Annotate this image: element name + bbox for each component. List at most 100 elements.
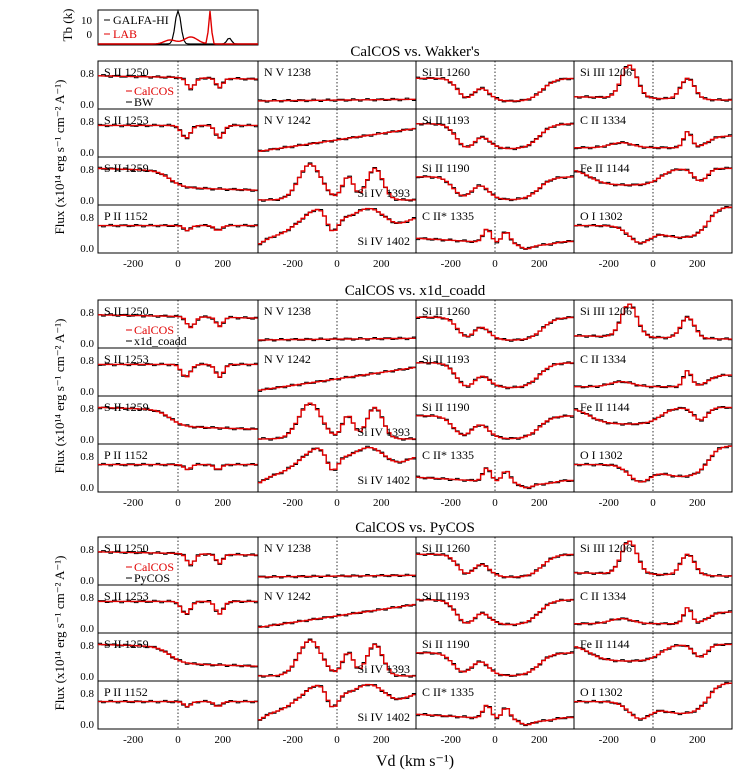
x-tick-label: 0 bbox=[334, 734, 340, 746]
series-line-calcos bbox=[574, 370, 732, 388]
series-line-calcos bbox=[258, 127, 416, 152]
panel-label: S II 1259 bbox=[104, 400, 149, 414]
panel-label: Si IV 1393 bbox=[358, 425, 410, 439]
series-line-calcos bbox=[574, 167, 732, 186]
panel-label: Si III 1206 bbox=[580, 304, 632, 318]
series-line-calcos bbox=[574, 64, 732, 101]
panel-label: N V 1238 bbox=[264, 304, 311, 318]
series-line-calcos bbox=[416, 467, 574, 489]
panel-label: N V 1242 bbox=[264, 589, 311, 603]
panel-label: C II* 1335 bbox=[422, 685, 474, 699]
y-tick-label: 0.0 bbox=[80, 99, 94, 111]
legend-comparison: PyCOS bbox=[134, 571, 170, 585]
panel-label: Si IV 1393 bbox=[358, 186, 410, 200]
series-line-calcos bbox=[416, 553, 574, 578]
y-axis-label: Flux (x10¹⁴ erg s⁻¹ cm⁻² A⁻¹) bbox=[52, 80, 67, 235]
y-tick-label: 0.8 bbox=[80, 164, 94, 176]
x-tick-label: -200 bbox=[441, 258, 462, 270]
series-line-calcos bbox=[416, 176, 574, 201]
x-axis-label: Vd (km s⁻¹) bbox=[376, 753, 454, 770]
x-tick-label: 200 bbox=[531, 734, 548, 746]
series-line-calcos bbox=[574, 406, 732, 425]
series-line-calcos bbox=[98, 643, 258, 667]
panel-label: S II 1253 bbox=[104, 589, 149, 603]
x-tick-label: -200 bbox=[283, 258, 304, 270]
x-tick-label: -200 bbox=[123, 497, 144, 509]
legend-comparison: BW bbox=[134, 95, 154, 109]
series-line-calcos bbox=[574, 607, 732, 625]
panel-label: S II 1250 bbox=[104, 304, 149, 318]
x-tick-label: -200 bbox=[283, 497, 304, 509]
x-tick-label: -200 bbox=[599, 734, 620, 746]
y-tick-label: 0.0 bbox=[80, 147, 94, 159]
series-line-calcos bbox=[258, 683, 416, 721]
panel-label: N V 1242 bbox=[264, 113, 311, 127]
series-line-calcos bbox=[98, 700, 258, 708]
top-panel-legend-galfa: GALFA-HI bbox=[113, 13, 169, 27]
x-tick-label: -200 bbox=[123, 734, 144, 746]
y-tick-label: 0.8 bbox=[80, 68, 94, 80]
panel-label: S II 1250 bbox=[104, 65, 149, 79]
x-tick-label: 0 bbox=[175, 497, 181, 509]
top-panel-ytick: 0 bbox=[87, 29, 93, 41]
panel-label: Si III 1206 bbox=[580, 541, 632, 555]
y-tick-label: 0.8 bbox=[80, 544, 94, 556]
y-tick-label: 0.0 bbox=[80, 243, 94, 255]
x-tick-label: 200 bbox=[373, 258, 390, 270]
y-tick-label: 0.0 bbox=[80, 719, 94, 731]
series-line-calcos bbox=[258, 639, 416, 677]
legend-calcos: CalCOS bbox=[134, 323, 174, 337]
panel-label: C II* 1335 bbox=[422, 209, 474, 223]
legend-comparison: x1d_coadd bbox=[134, 334, 187, 348]
panel-label: C II 1334 bbox=[580, 589, 626, 603]
y-axis-label: Flux (x10¹⁴ erg s⁻¹ cm⁻² A⁻¹) bbox=[52, 556, 67, 711]
legend-calcos: CalCOS bbox=[134, 84, 174, 98]
x-tick-label: 0 bbox=[492, 497, 498, 509]
y-tick-label: 0.8 bbox=[80, 212, 94, 224]
panel-label: N V 1238 bbox=[264, 65, 311, 79]
y-tick-label: 0.8 bbox=[80, 640, 94, 652]
x-tick-label: 200 bbox=[689, 497, 706, 509]
y-tick-label: 0.8 bbox=[80, 355, 94, 367]
panel-label: Si IV 1393 bbox=[358, 662, 410, 676]
series-line-calcos bbox=[574, 206, 732, 244]
panel-label: Fe II 1144 bbox=[580, 400, 630, 414]
series-line-calcos bbox=[416, 415, 574, 440]
x-tick-label: 200 bbox=[689, 734, 706, 746]
series-line-calcos bbox=[574, 131, 732, 149]
panel-label: Si II 1190 bbox=[422, 637, 470, 651]
panel-label: P II 1152 bbox=[104, 448, 148, 462]
y-tick-label: 0.0 bbox=[80, 623, 94, 635]
y-tick-label: 0.8 bbox=[80, 592, 94, 604]
panel-label: Fe II 1144 bbox=[580, 637, 630, 651]
series-line-calcos bbox=[416, 77, 574, 102]
y-tick-label: 0.0 bbox=[80, 575, 94, 587]
x-tick-label: 0 bbox=[175, 258, 181, 270]
series-line-calcos bbox=[98, 167, 258, 191]
panel-label: Si II 1260 bbox=[422, 304, 470, 318]
series-line-calcos bbox=[574, 643, 732, 662]
series-line-calcos bbox=[416, 123, 574, 150]
panel-label: P II 1152 bbox=[104, 209, 148, 223]
series-line-calcos bbox=[416, 704, 574, 726]
series-line-calcos bbox=[574, 445, 732, 483]
legend-calcos: CalCOS bbox=[134, 560, 174, 574]
series-line-calcos bbox=[416, 652, 574, 677]
panel-label: S II 1259 bbox=[104, 637, 149, 651]
series-line-calcos bbox=[98, 75, 258, 90]
group-title: CalCOS vs. PyCOS bbox=[355, 520, 475, 536]
panel-label: Si IV 1402 bbox=[358, 710, 410, 724]
x-tick-label: -200 bbox=[441, 497, 462, 509]
y-axis-label: Flux (x10¹⁴ erg s⁻¹ cm⁻² A⁻¹) bbox=[52, 319, 67, 474]
panel-label: Si II 1193 bbox=[422, 352, 470, 366]
y-tick-label: 0.0 bbox=[80, 386, 94, 398]
series-line-comparison bbox=[574, 65, 732, 102]
panel-label: Fe II 1144 bbox=[580, 161, 630, 175]
panel-label: Si II 1193 bbox=[422, 589, 470, 603]
panel-label: Si II 1190 bbox=[422, 400, 470, 414]
panel-label: Si II 1190 bbox=[422, 161, 470, 175]
x-tick-label: -200 bbox=[599, 497, 620, 509]
panel-label: S II 1259 bbox=[104, 161, 149, 175]
top-panel-ytick: 10 bbox=[81, 15, 93, 27]
